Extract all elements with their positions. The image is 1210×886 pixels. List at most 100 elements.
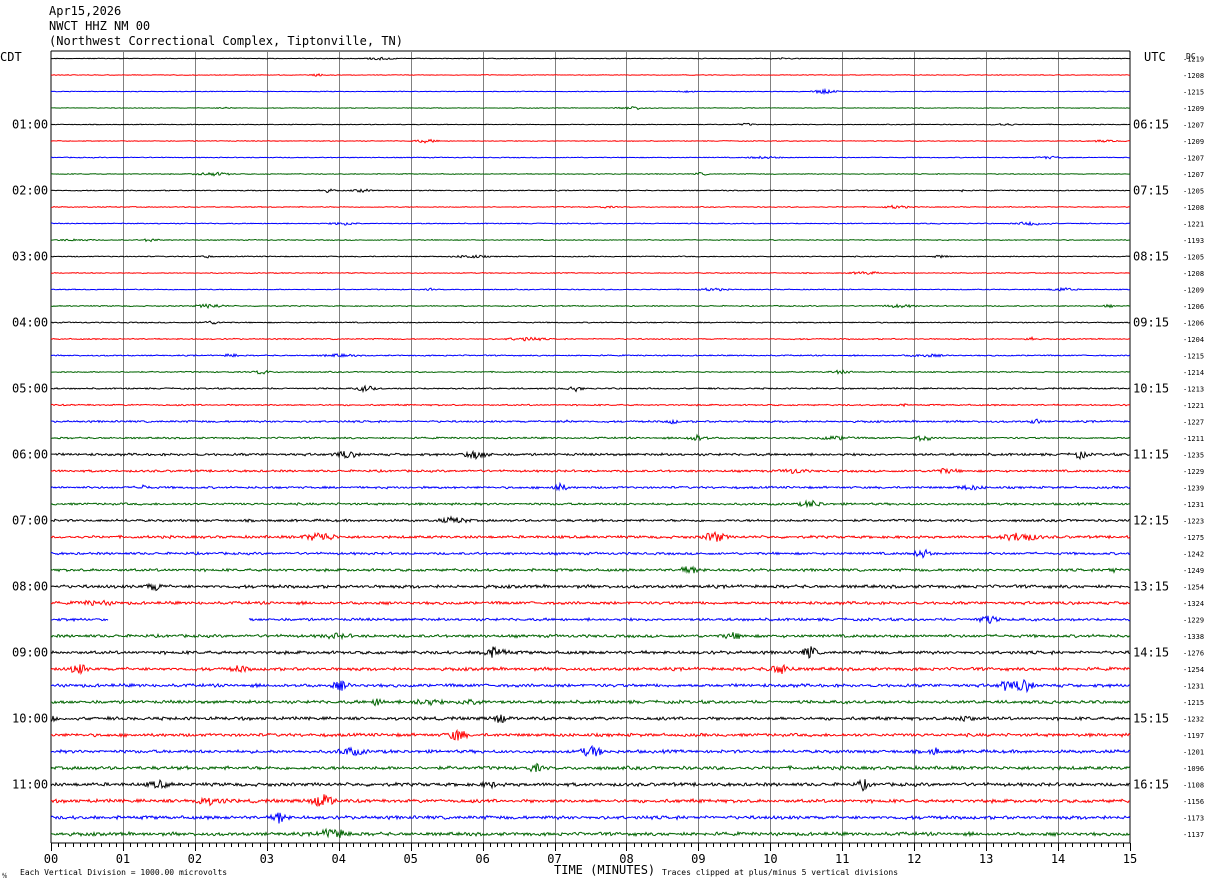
trace-line	[50, 122, 1131, 126]
dc-offset-label: -1215	[1183, 699, 1204, 707]
right-hour-label: 10:15	[1133, 382, 1169, 396]
trace-line	[50, 599, 1131, 607]
trace-line	[50, 515, 1131, 524]
dc-offset-label: -1207	[1183, 171, 1204, 179]
x-axis-title: TIME (MINUTES)	[554, 863, 655, 877]
trace-line	[50, 812, 1131, 824]
trace-line	[50, 827, 1131, 839]
right-hour-label: 09:15	[1133, 316, 1169, 330]
dc-offset-label: -1231	[1183, 501, 1204, 509]
trace-line	[50, 778, 1131, 792]
x-tick-label: 13	[979, 852, 993, 866]
dc-offset-label: -1275	[1183, 534, 1204, 542]
left-hour-label: 10:00	[12, 712, 48, 726]
left-hour-label: 11:00	[12, 778, 48, 792]
dc-offset-label: -1205	[1183, 188, 1204, 196]
trace-line	[50, 204, 1131, 210]
trace-line	[50, 632, 1131, 641]
header-date: Apr15,2026	[49, 4, 122, 18]
dc-offset-label: -1213	[1183, 386, 1204, 394]
right-hour-label: 13:15	[1133, 580, 1169, 594]
trace-line	[50, 481, 1131, 492]
dc-offset-label: -1197	[1183, 732, 1204, 740]
x-tick-label: 04	[332, 852, 346, 866]
left-hour-label: 01:00	[12, 118, 48, 132]
dc-offset-label: -1207	[1183, 155, 1204, 163]
dc-offset-label: -1205	[1183, 254, 1204, 262]
dc-offset-label: -1209	[1183, 138, 1204, 146]
dc-offset-label: -1254	[1183, 666, 1204, 674]
dc-offset-label: -1207	[1183, 122, 1204, 130]
dc-offset-label: -1254	[1183, 584, 1204, 592]
trace-line	[50, 548, 1131, 559]
left-hour-label: 07:00	[12, 514, 48, 528]
dc-offset-label: -1209	[1183, 287, 1204, 295]
trace-line	[50, 73, 1131, 77]
dc-offset-label: -1209	[1183, 105, 1204, 113]
right-hour-label: 06:15	[1133, 118, 1169, 132]
dc-offset-label: -1173	[1183, 815, 1204, 823]
trace-line	[50, 646, 1131, 659]
x-tick-label: 14	[1051, 852, 1065, 866]
trace-line	[50, 678, 1131, 694]
right-hour-label: 12:15	[1133, 514, 1169, 528]
dc-offset-label: -1096	[1183, 765, 1204, 773]
header-location: (Northwest Correctional Complex, Tiptonv…	[49, 34, 404, 48]
header-station: NWCT HHZ NM 00	[49, 19, 151, 33]
left-hour-label: 04:00	[12, 316, 48, 330]
dc-offset-label: -1208	[1183, 270, 1204, 278]
right-hour-label: 15:15	[1133, 712, 1169, 726]
dc-offset-label: -1201	[1183, 749, 1204, 757]
trace-line	[50, 369, 1131, 375]
x-tick-label: 15	[1123, 852, 1137, 866]
trace-line	[50, 220, 1131, 226]
right-hour-label: 11:15	[1133, 448, 1169, 462]
corner-mark: ⅍	[2, 871, 7, 880]
trace-line	[50, 138, 1131, 144]
trace-line	[50, 171, 1131, 177]
clip-note: Traces clipped at plus/minus 5 vertical …	[662, 868, 898, 877]
dc-offset-label: -1215	[1183, 353, 1204, 361]
trace-line	[50, 433, 1131, 443]
x-tick-label: 01	[116, 852, 130, 866]
dc-offset-label: -1108	[1183, 782, 1204, 790]
trace-line	[50, 106, 1131, 111]
left-hour-label: 06:00	[12, 448, 48, 462]
trace-line	[50, 530, 1131, 542]
dc-offset-label: -1324	[1183, 600, 1204, 608]
trace-line	[50, 744, 1131, 757]
time-grid	[50, 50, 1131, 843]
dc-offset-label: -1229	[1183, 617, 1204, 625]
trace-line	[50, 303, 1131, 309]
dc-column-label: DC	[1186, 52, 1196, 61]
x-tick-label: 09	[691, 852, 705, 866]
dc-offset-label: -1214	[1183, 369, 1204, 377]
trace-line	[50, 794, 1131, 807]
trace-line	[50, 615, 1131, 625]
trace-line	[50, 286, 1131, 292]
x-tick-label: 12	[907, 852, 921, 866]
left-hour-label: 03:00	[12, 250, 48, 264]
x-tick-label: 06	[475, 852, 489, 866]
dc-offset-label: -1239	[1183, 485, 1204, 493]
trace-line	[50, 87, 1131, 96]
time-axis: 00 01 02 03 04 05 06 07 08 09 10 11 12 13 14 15	[44, 842, 1137, 866]
right-timezone-label: UTC	[1144, 50, 1166, 64]
trace-line	[50, 582, 1131, 592]
dc-offset-label: -1223	[1183, 518, 1204, 526]
dc-offset-label: -1221	[1183, 402, 1204, 410]
dc-offset-label: -1229	[1183, 468, 1204, 476]
x-tick-label: 08	[619, 852, 633, 866]
trace-line	[50, 467, 1131, 475]
trace-line	[50, 271, 1131, 276]
dc-offset-label: -1137	[1183, 831, 1204, 839]
x-tick-label: 07	[547, 852, 561, 866]
scale-note: Each Vertical Division = 1000.00 microvo…	[20, 868, 227, 877]
trace-line	[50, 663, 1131, 676]
trace-line	[50, 449, 1131, 461]
dc-offset-label: -1156	[1183, 798, 1204, 806]
trace-line	[50, 565, 1131, 574]
x-tick-label: 02	[188, 852, 202, 866]
trace-line	[50, 155, 1131, 160]
trace-line	[50, 402, 1131, 408]
